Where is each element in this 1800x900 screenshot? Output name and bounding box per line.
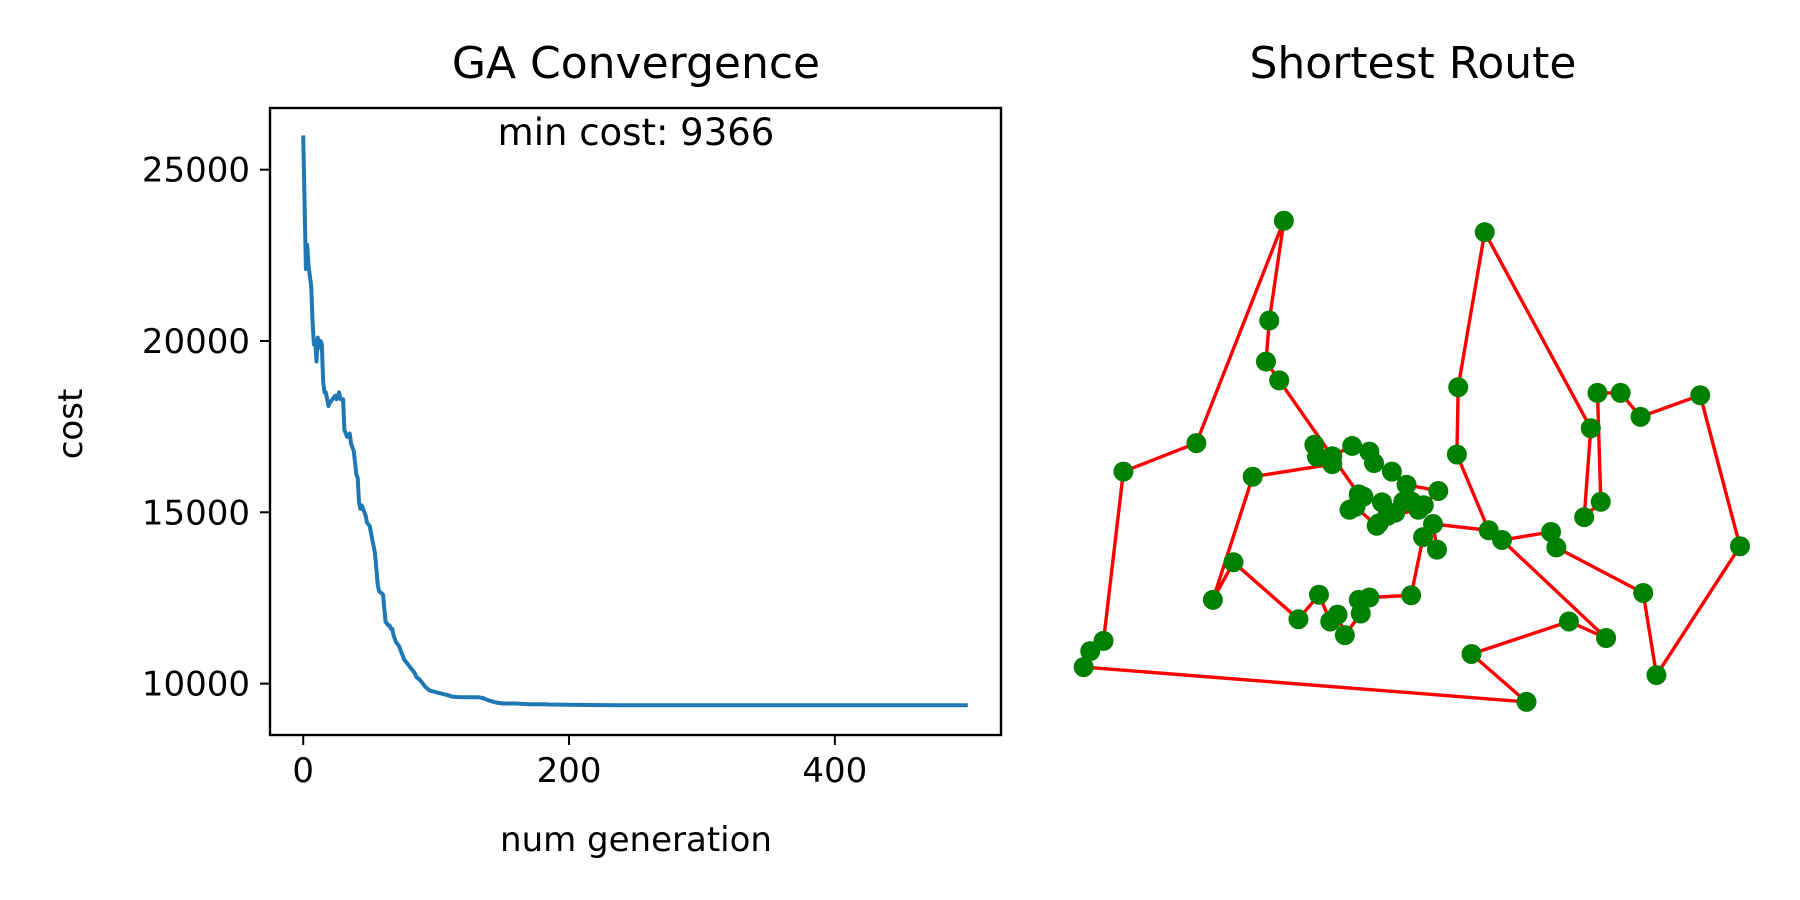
city-point (1186, 433, 1207, 454)
city-point (1273, 210, 1294, 231)
x-tick-label: 200 (537, 751, 602, 791)
city-point (1690, 385, 1711, 406)
route-chart: Shortest Route (1073, 38, 1750, 712)
city-point (1334, 625, 1355, 646)
city-point (1474, 222, 1495, 243)
city-point (1288, 609, 1309, 630)
city-point (1491, 529, 1512, 550)
city-point (1428, 480, 1449, 501)
city-point (1322, 454, 1343, 475)
y-tick-label: 20000 (142, 322, 250, 362)
convergence-y-axis-label: cost (51, 389, 91, 460)
city-point (1259, 310, 1280, 331)
city-point (1401, 585, 1422, 606)
city-point (1242, 466, 1263, 487)
city-point (1396, 474, 1417, 495)
city-point (1113, 461, 1134, 482)
city-point (1461, 643, 1482, 664)
convergence-chart-title: GA Convergence (452, 38, 820, 89)
city-point (1580, 418, 1601, 439)
city-point (1093, 630, 1114, 651)
city-point (1596, 628, 1617, 649)
city-point (1308, 584, 1329, 605)
city-point (1307, 446, 1328, 467)
y-tick-label: 10000 (142, 665, 250, 705)
y-tick-label: 25000 (142, 151, 250, 191)
city-point (1546, 537, 1567, 558)
city-point (1359, 587, 1380, 608)
city-point (1223, 552, 1244, 573)
city-point (1255, 351, 1276, 372)
city-point (1327, 604, 1348, 625)
city-point (1587, 382, 1608, 403)
min-cost-annotation: min cost: 9366 (498, 111, 775, 154)
y-tick-label: 15000 (142, 493, 250, 533)
city-point (1377, 506, 1398, 527)
city-point (1446, 444, 1467, 465)
city-point (1381, 461, 1402, 482)
x-tick-label: 0 (292, 751, 314, 791)
city-point (1342, 435, 1363, 456)
city-point (1269, 370, 1290, 391)
convergence-line (301, 135, 968, 708)
city-point (1413, 495, 1434, 516)
city-point (1427, 539, 1448, 560)
route-line (1081, 219, 1742, 704)
city-point (1073, 657, 1094, 678)
city-point (1630, 406, 1651, 427)
route-chart-title: Shortest Route (1249, 38, 1576, 89)
city-point (1610, 382, 1631, 403)
city-point (1516, 691, 1537, 712)
city-point (1359, 441, 1380, 462)
x-tick-label: 400 (802, 751, 867, 791)
city-point (1345, 496, 1366, 517)
city-point (1633, 582, 1654, 603)
city-point (1646, 665, 1667, 686)
city-point (1541, 522, 1562, 542)
city-point (1202, 589, 1223, 610)
city-point (1558, 611, 1579, 632)
city-point (1574, 507, 1595, 528)
city-point (1590, 491, 1611, 512)
convergence-axes-frame (268, 106, 1003, 737)
convergence-x-axis-label: num generation (500, 820, 772, 860)
convergence-chart: GA Convergence cost num generation min c… (51, 38, 1003, 860)
city-point (1730, 536, 1750, 557)
city-point (1423, 514, 1444, 535)
city-point (1448, 377, 1469, 398)
